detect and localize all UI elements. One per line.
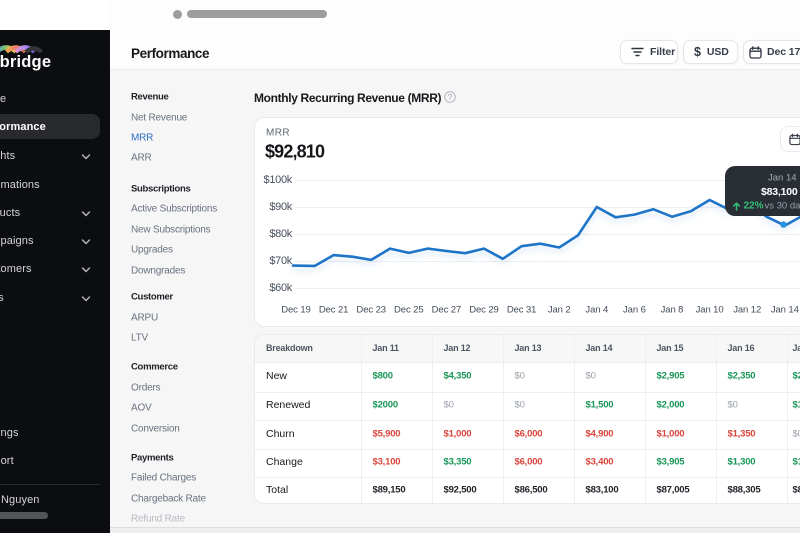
svg-text:?: ?	[447, 93, 452, 102]
